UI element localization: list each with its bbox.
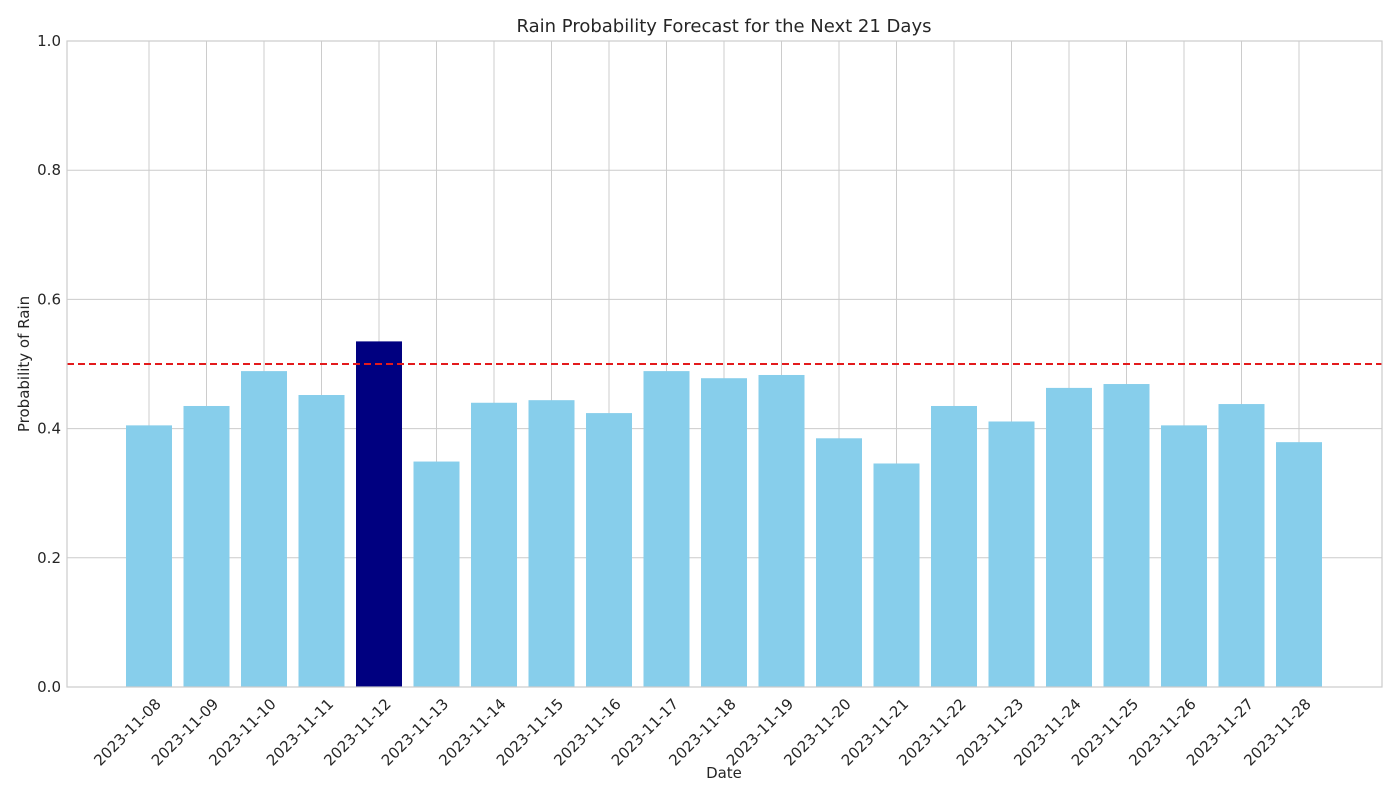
- bar: [183, 405, 230, 687]
- y-tick-label: 1.0: [37, 32, 61, 50]
- bar: [471, 402, 517, 687]
- bar: [1276, 442, 1322, 687]
- y-tick-label: 0.8: [37, 161, 61, 179]
- y-tick-label: 0.2: [37, 549, 61, 567]
- bar: [758, 374, 805, 687]
- x-axis-label: Date: [706, 764, 742, 782]
- bar: [1161, 425, 1207, 687]
- bar: [988, 421, 1035, 687]
- bar: [298, 395, 345, 687]
- bar: [126, 425, 172, 687]
- bar: [701, 378, 747, 687]
- y-axis-label: Probability of Rain: [15, 296, 33, 432]
- y-tick-label: 0.4: [37, 420, 61, 438]
- bar: [1218, 404, 1265, 687]
- bar: [1103, 384, 1150, 687]
- bars: [126, 341, 1322, 687]
- plot-frame: [66, 40, 1383, 688]
- bar: [528, 400, 575, 687]
- bar: [873, 463, 920, 687]
- bar: [643, 371, 690, 687]
- y-tick-label: 0.0: [37, 678, 61, 696]
- chart-title: Rain Probability Forecast for the Next 2…: [517, 16, 932, 37]
- bar: [816, 438, 862, 687]
- bar: [931, 405, 977, 687]
- bar: [413, 461, 460, 687]
- bar: [241, 371, 287, 687]
- x-tick-labels: 2023-11-082023-11-092023-11-102023-11-11…: [90, 695, 1314, 769]
- y-tick-label: 0.6: [37, 290, 61, 308]
- bar: [356, 341, 402, 687]
- bar: [1046, 387, 1092, 687]
- y-tick-labels: 0.0 0.2 0.4 0.6 0.8 1.0: [37, 32, 61, 696]
- bar: [586, 413, 632, 687]
